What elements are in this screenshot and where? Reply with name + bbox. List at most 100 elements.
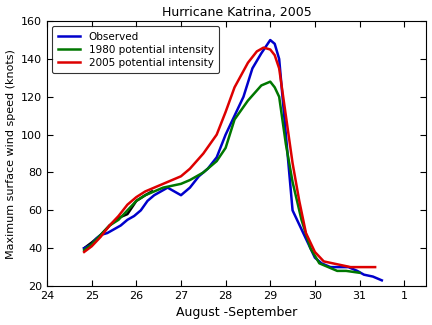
2005 potential intensity: [272, 53, 277, 57]
2005 potential intensity: [330, 261, 335, 265]
Observed: [250, 67, 255, 71]
2005 potential intensity: [214, 133, 219, 136]
Observed: [138, 208, 143, 212]
1980 potential intensity: [259, 84, 264, 87]
Line: Observed: Observed: [84, 40, 382, 280]
Observed: [178, 193, 184, 197]
Observed: [145, 199, 150, 203]
Observed: [214, 155, 219, 159]
1980 potential intensity: [335, 269, 340, 273]
2005 potential intensity: [268, 47, 273, 51]
Observed: [308, 246, 313, 250]
1980 potential intensity: [317, 261, 322, 265]
1980 potential intensity: [214, 159, 219, 163]
1980 potential intensity: [326, 265, 331, 269]
Observed: [346, 265, 351, 269]
2005 potential intensity: [98, 235, 103, 239]
Observed: [312, 256, 318, 260]
Observed: [131, 214, 137, 218]
1980 potential intensity: [169, 184, 175, 188]
Observed: [268, 38, 273, 42]
Observed: [98, 233, 103, 237]
Observed: [223, 133, 228, 136]
1980 potential intensity: [245, 98, 251, 102]
Observed: [152, 193, 157, 197]
1980 potential intensity: [98, 233, 103, 237]
1980 potential intensity: [299, 218, 304, 222]
Observed: [158, 189, 163, 193]
Observed: [276, 57, 282, 61]
2005 potential intensity: [82, 250, 87, 254]
1980 potential intensity: [152, 189, 157, 193]
2005 potential intensity: [303, 231, 308, 235]
1980 potential intensity: [343, 269, 349, 273]
Title: Hurricane Katrina, 2005: Hurricane Katrina, 2005: [162, 6, 311, 19]
1980 potential intensity: [134, 199, 139, 203]
1980 potential intensity: [272, 85, 277, 89]
1980 potential intensity: [201, 171, 206, 175]
2005 potential intensity: [312, 250, 318, 254]
2005 potential intensity: [245, 61, 251, 65]
Observed: [259, 51, 264, 55]
1980 potential intensity: [82, 248, 87, 252]
Observed: [89, 242, 94, 246]
1980 potential intensity: [125, 208, 130, 212]
Observed: [370, 275, 375, 279]
Observed: [283, 133, 289, 136]
Legend: Observed, 1980 potential intensity, 2005 potential intensity: Observed, 1980 potential intensity, 2005…: [52, 26, 219, 73]
2005 potential intensity: [321, 259, 327, 263]
1980 potential intensity: [276, 95, 282, 99]
1980 potential intensity: [116, 218, 121, 222]
Observed: [105, 231, 110, 235]
1980 potential intensity: [178, 182, 184, 186]
2005 potential intensity: [187, 167, 193, 171]
Observed: [125, 218, 130, 222]
2005 potential intensity: [283, 114, 289, 118]
1980 potential intensity: [223, 146, 228, 150]
2005 potential intensity: [89, 244, 94, 248]
2005 potential intensity: [254, 49, 260, 53]
Observed: [319, 261, 324, 265]
2005 potential intensity: [161, 182, 166, 186]
Observed: [290, 208, 295, 212]
Observed: [379, 279, 384, 282]
2005 potential intensity: [261, 46, 266, 49]
Line: 2005 potential intensity: 2005 potential intensity: [84, 47, 375, 267]
Line: 1980 potential intensity: 1980 potential intensity: [84, 82, 359, 273]
Observed: [337, 265, 342, 269]
Observed: [94, 237, 99, 241]
2005 potential intensity: [366, 265, 371, 269]
2005 potential intensity: [143, 189, 148, 193]
1980 potential intensity: [357, 271, 362, 275]
2005 potential intensity: [223, 110, 228, 114]
1980 potential intensity: [161, 186, 166, 189]
2005 potential intensity: [232, 85, 237, 89]
Observed: [165, 186, 170, 189]
2005 potential intensity: [125, 203, 130, 207]
Observed: [299, 227, 304, 231]
1980 potential intensity: [308, 246, 313, 250]
2005 potential intensity: [116, 214, 121, 218]
1980 potential intensity: [89, 242, 94, 246]
1980 potential intensity: [283, 142, 289, 146]
Observed: [187, 186, 193, 189]
2005 potential intensity: [372, 265, 378, 269]
Observed: [272, 42, 277, 46]
2005 potential intensity: [107, 224, 112, 228]
Observed: [228, 123, 233, 127]
2005 potential intensity: [134, 195, 139, 199]
Observed: [355, 269, 360, 273]
Observed: [118, 224, 123, 228]
1980 potential intensity: [290, 180, 295, 184]
Observed: [205, 167, 210, 171]
Observed: [111, 227, 117, 231]
1980 potential intensity: [107, 224, 112, 228]
2005 potential intensity: [201, 152, 206, 156]
2005 potential intensity: [339, 263, 344, 267]
1980 potential intensity: [187, 178, 193, 182]
2005 potential intensity: [178, 174, 184, 178]
1980 potential intensity: [268, 80, 273, 84]
2005 potential intensity: [357, 265, 362, 269]
2005 potential intensity: [276, 67, 282, 71]
Observed: [196, 174, 201, 178]
